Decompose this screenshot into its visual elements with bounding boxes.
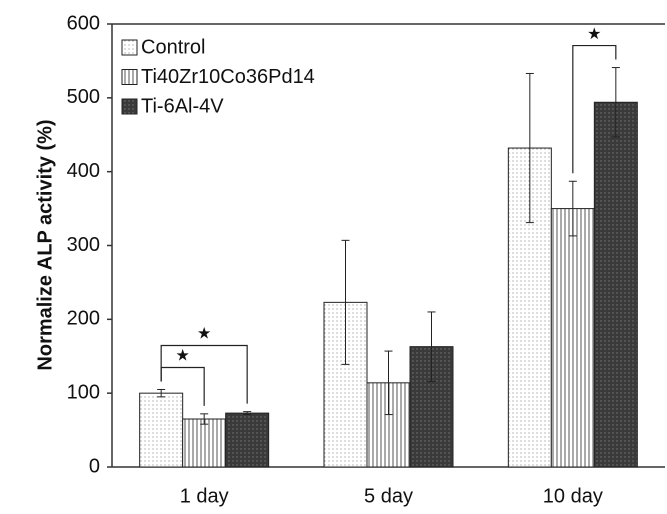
bar bbox=[139, 392, 184, 468]
bar bbox=[225, 412, 270, 468]
significance-label: ★ bbox=[587, 26, 601, 43]
significance-bracket bbox=[572, 44, 617, 174]
legend-swatch bbox=[121, 39, 138, 56]
bar bbox=[593, 101, 638, 468]
bar bbox=[182, 418, 227, 468]
significance-label: ★ bbox=[175, 348, 189, 365]
x-tick-label: 1 day bbox=[180, 485, 229, 507]
legend-label: Control bbox=[141, 36, 205, 58]
y-tick-label: 100 bbox=[67, 381, 100, 403]
significance-bracket bbox=[160, 344, 248, 404]
legend-label: Ti-6Al-4V bbox=[141, 95, 224, 117]
significance-label: ★ bbox=[197, 326, 211, 343]
bar bbox=[550, 208, 595, 468]
y-tick-label: 500 bbox=[67, 86, 100, 108]
x-tick-label: 5 day bbox=[364, 485, 413, 507]
y-tick-label: 300 bbox=[67, 234, 100, 256]
legend-swatch bbox=[121, 98, 138, 115]
y-tick-label: 400 bbox=[67, 160, 100, 182]
y-tick-label: 600 bbox=[67, 12, 100, 34]
y-axis-label: Normalize ALP activity (%) bbox=[34, 119, 56, 370]
y-tick-label: 0 bbox=[89, 455, 100, 477]
legend-swatch bbox=[121, 69, 138, 85]
y-tick-label: 200 bbox=[67, 308, 100, 330]
legend-label: Ti40Zr10Co36Pd14 bbox=[141, 66, 315, 88]
x-tick-label: 10 day bbox=[543, 485, 603, 507]
